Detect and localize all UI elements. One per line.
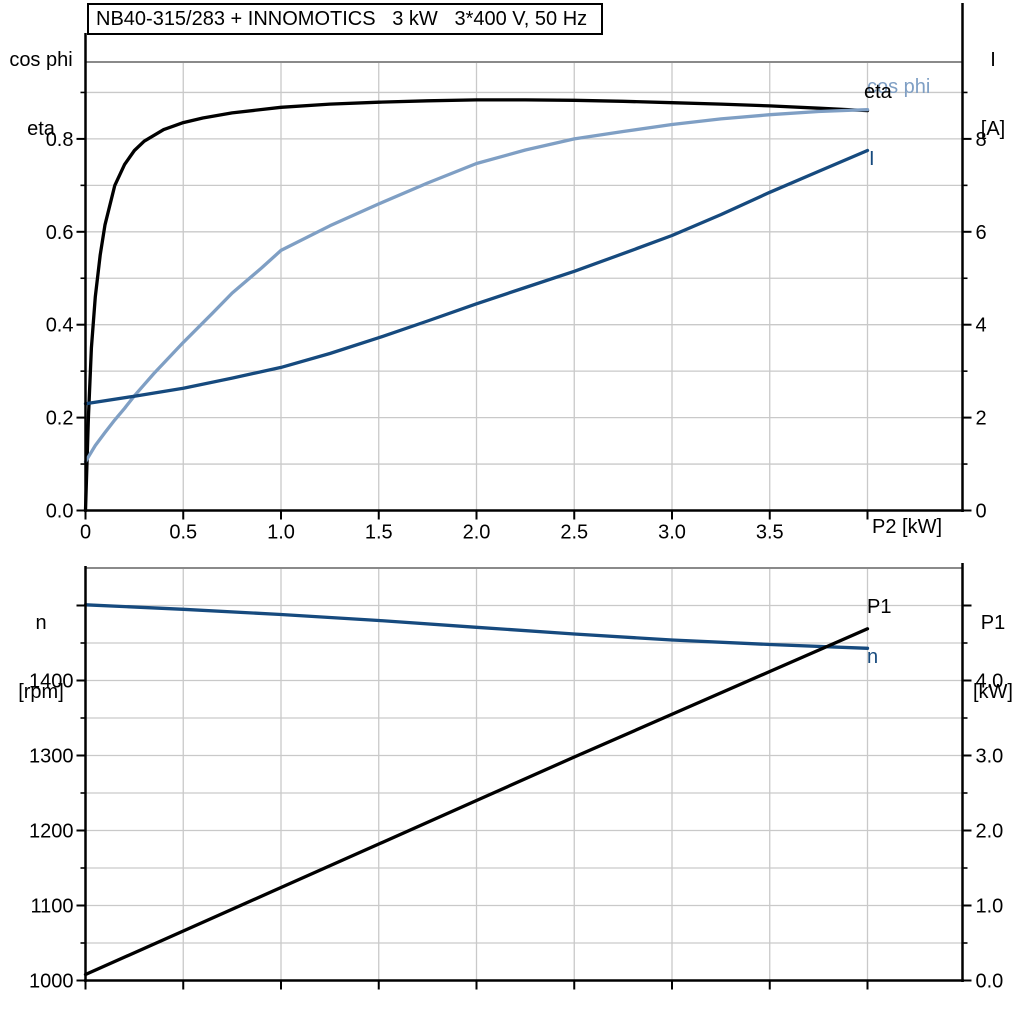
- p1-axis-title: P1: [980, 612, 1006, 634]
- svg-text:1100: 1100: [30, 896, 73, 918]
- svg-text:2.0: 2.0: [463, 522, 491, 544]
- bottom-right-axis-title: P1 [kW]: [964, 566, 1022, 750]
- svg-text:1400: 1400: [29, 671, 74, 693]
- p1-curve: [83, 627, 870, 977]
- svg-text:0: 0: [976, 501, 987, 523]
- svg-text:0.0: 0.0: [46, 501, 74, 523]
- cos-phi-curve: [83, 107, 870, 464]
- svg-text:3.0: 3.0: [658, 522, 686, 544]
- svg-text:1.0: 1.0: [976, 896, 1004, 918]
- svg-text:4: 4: [976, 315, 987, 337]
- p1-curve-label: P1: [867, 596, 892, 618]
- svg-text:1.0: 1.0: [267, 522, 295, 544]
- eta-curve-label: eta: [864, 81, 892, 103]
- n-curve-label: n: [867, 646, 879, 668]
- eta-curve: [83, 98, 870, 513]
- svg-text:2.5: 2.5: [560, 522, 588, 544]
- svg-text:0.5: 0.5: [169, 522, 197, 544]
- cos-phi-axis-title: cos phi: [9, 49, 73, 71]
- svg-text:0.4: 0.4: [46, 315, 74, 337]
- n-curve: [83, 603, 870, 650]
- top-left-axis-title: cos phi eta: [0, 3, 82, 187]
- top-right-axis-title: I [A]: [964, 3, 1022, 187]
- svg-text:0.8: 0.8: [46, 129, 74, 151]
- current-axis-unit: [A]: [980, 118, 1006, 140]
- svg-text:0.0: 0.0: [976, 971, 1004, 993]
- axes: [84, 3, 964, 512]
- speed-axis-unit: [rpm]: [18, 681, 64, 703]
- chart-title: NB40-315/283 + INNOMOTICS 3 kW 3*400 V, …: [96, 7, 588, 30]
- bottom-left-axis-title: n [rpm]: [0, 566, 82, 750]
- eta-axis-title: eta: [27, 118, 55, 140]
- svg-text:4.0: 4.0: [976, 671, 1004, 693]
- svg-text:8: 8: [976, 129, 987, 151]
- svg-text:2: 2: [976, 408, 987, 430]
- chart-title-box: NB40-315/283 + INNOMOTICS 3 kW 3*400 V, …: [87, 3, 603, 35]
- svg-text:1000: 1000: [29, 971, 74, 993]
- top-chart: 0.0 0.2 0.4 0.6 0.8 0 2 4 6 8 0 0.5 1.0 1.5 2.0 2.5 3.0 3…: [46, 3, 987, 544]
- axes: [84, 563, 964, 982]
- svg-text:2.0: 2.0: [976, 821, 1004, 843]
- axis-ticks: [76, 91, 972, 520]
- svg-text:6: 6: [976, 222, 987, 244]
- svg-text:3.0: 3.0: [976, 746, 1004, 768]
- svg-text:3.5: 3.5: [756, 522, 784, 544]
- svg-text:0: 0: [80, 522, 91, 544]
- cos-phi-curve-label: cos phi: [867, 76, 931, 98]
- svg-text:1300: 1300: [29, 746, 74, 768]
- svg-text:0.2: 0.2: [46, 408, 74, 430]
- current-curve-label: I: [869, 148, 875, 170]
- x-axis-title: P2 [kW]: [872, 516, 943, 538]
- tick-labels: 0.0 0.2 0.4 0.6 0.8 0 2 4 6 8 0 0.5 1.0 1.5 2.0 2.5 3.0 3…: [46, 129, 987, 544]
- gridlines: [85, 568, 963, 981]
- svg-text:0.6: 0.6: [46, 222, 74, 244]
- gridlines: [85, 62, 963, 511]
- svg-text:1200: 1200: [29, 821, 74, 843]
- axis-ticks: [76, 604, 972, 990]
- current-axis-title: I: [990, 49, 996, 71]
- svg-text:1.5: 1.5: [365, 522, 393, 544]
- i-curve: [83, 148, 870, 406]
- speed-axis-title: n: [35, 612, 47, 634]
- bottom-chart: 1000 1100 1200 1300 1400 0.0 1.0 2.0 3.0 4.0: [29, 563, 1003, 993]
- tick-labels: 1000 1100 1200 1300 1400 0.0 1.0 2.0 3.0 4.0: [29, 671, 1003, 993]
- p1-axis-unit: [kW]: [973, 681, 1013, 703]
